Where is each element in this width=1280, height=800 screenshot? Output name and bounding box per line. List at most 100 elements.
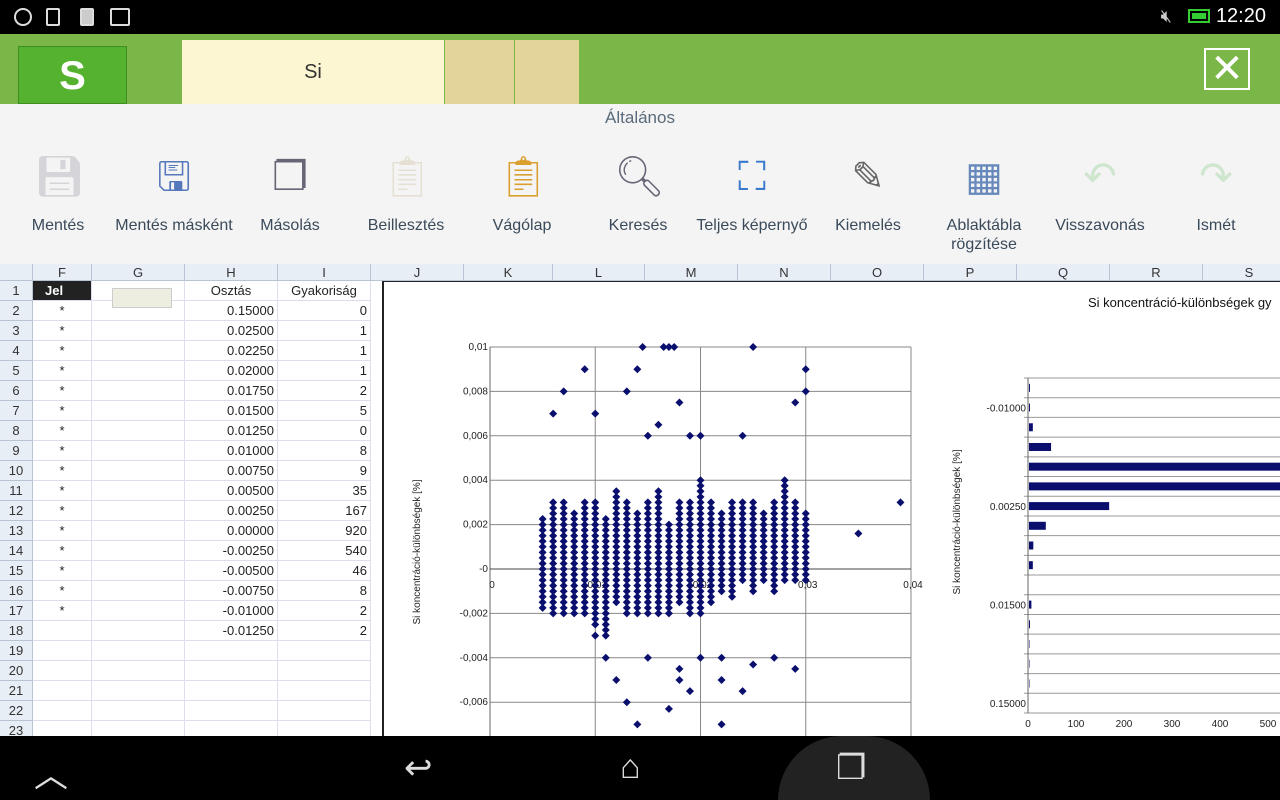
cell[interactable] [33,721,92,736]
cell-osztas[interactable]: -0.00750 [185,581,278,601]
app-logo-button[interactable]: S [18,46,127,104]
cell[interactable] [92,501,185,521]
cell-jel[interactable]: * [33,501,92,521]
cell-jel[interactable]: * [33,601,92,621]
cell-jel[interactable]: * [33,441,92,461]
cell[interactable] [92,521,185,541]
cell-osztas[interactable]: -0.00500 [185,561,278,581]
cell[interactable] [185,681,278,701]
cell-gyakorisag[interactable]: 5 [278,401,371,421]
column-header-O[interactable]: O [831,264,924,281]
column-header-P[interactable]: P [924,264,1017,281]
cell[interactable] [92,541,185,561]
cell-gyakorisag[interactable]: 1 [278,361,371,381]
cell[interactable] [92,381,185,401]
row-header-22[interactable]: 22 [0,701,33,721]
up-icon[interactable]: ︿ [34,757,68,795]
cell[interactable] [33,701,92,721]
cell[interactable] [92,721,185,736]
cell[interactable] [185,641,278,661]
cell[interactable] [92,561,185,581]
row-header-7[interactable]: 7 [0,401,33,421]
cell-gyakorisag[interactable]: 35 [278,481,371,501]
column-header-N[interactable]: N [738,264,831,281]
recents-icon[interactable]: ❐ [836,749,867,787]
cell[interactable] [92,681,185,701]
sheet-tab-si[interactable]: Si [182,40,444,104]
cell-gyakorisag[interactable]: 0 [278,421,371,441]
row-header-14[interactable]: 14 [0,541,33,561]
cell-jel[interactable]: * [33,521,92,541]
column-header-J[interactable]: J [371,264,464,281]
cell-F1-header[interactable]: Jel [33,281,92,301]
cell[interactable] [92,361,185,381]
row-header-1[interactable]: 1 [0,281,33,301]
close-button[interactable]: ✕ [1204,48,1250,90]
cell-jel[interactable]: * [33,561,92,581]
home-icon[interactable]: ⌂ [620,748,641,786]
cell[interactable] [92,601,185,621]
row-header-12[interactable]: 12 [0,501,33,521]
cell-gyakorisag[interactable]: 2 [278,381,371,401]
cell[interactable] [185,721,278,736]
cell[interactable] [185,661,278,681]
row-header-20[interactable]: 20 [0,661,33,681]
cell-gyakorisag[interactable]: 0 [278,301,371,321]
tool-search[interactable]: 🔍︎ Keresés [578,152,698,235]
cell-jel[interactable]: * [33,301,92,321]
cell[interactable] [33,661,92,681]
cell-osztas[interactable]: -0.01250 [185,621,278,641]
cell[interactable] [92,641,185,661]
cell-gyakorisag[interactable]: 46 [278,561,371,581]
cell-gyakorisag[interactable]: 8 [278,441,371,461]
column-header-L[interactable]: L [553,264,645,281]
column-header-F[interactable]: F [33,264,92,281]
cell[interactable] [185,701,278,721]
cell-jel[interactable]: * [33,481,92,501]
cell-gyakorisag[interactable]: 9 [278,461,371,481]
row-header-9[interactable]: 9 [0,441,33,461]
cell-osztas[interactable]: 0.01500 [185,401,278,421]
cell-osztas[interactable]: 0.00500 [185,481,278,501]
tool-freeze-panes[interactable]: ▦ Ablaktábla rögzítése [924,152,1044,254]
cell-osztas[interactable]: 0.00750 [185,461,278,481]
row-header-16[interactable]: 16 [0,581,33,601]
cell[interactable] [92,481,185,501]
cell-jel[interactable]: * [33,421,92,441]
row-header-10[interactable]: 10 [0,461,33,481]
column-header-M[interactable]: M [645,264,738,281]
tool-paste[interactable]: 📋︎ Beillesztés [346,152,466,235]
row-header-15[interactable]: 15 [0,561,33,581]
cell-osztas[interactable]: 0.02250 [185,341,278,361]
row-header-18[interactable]: 18 [0,621,33,641]
cell[interactable] [92,321,185,341]
row-header-4[interactable]: 4 [0,341,33,361]
chart-area[interactable]: 0,01 0,008 0,006 0,004 0,002 -0 -0,002 -0,004 -0… [382,281,1280,736]
row-header-19[interactable]: 19 [0,641,33,661]
column-header-Q[interactable]: Q [1017,264,1110,281]
cell-jel[interactable]: * [33,401,92,421]
cell[interactable] [278,661,371,681]
cell[interactable] [92,341,185,361]
tool-redo[interactable]: ↷ Ismét [1156,152,1276,235]
cell-jel[interactable]: * [33,541,92,561]
cell-G1-button[interactable] [112,288,172,308]
cell-jel[interactable]: * [33,341,92,361]
back-icon[interactable]: ↩ [404,749,433,787]
row-header-8[interactable]: 8 [0,421,33,441]
cell[interactable] [92,461,185,481]
cell[interactable] [92,661,185,681]
cell-osztas[interactable]: 0.15000 [185,301,278,321]
cell-jel[interactable]: * [33,381,92,401]
cell[interactable] [278,701,371,721]
cell-gyakorisag[interactable]: 1 [278,321,371,341]
cell[interactable] [92,301,185,321]
cell-osztas[interactable]: 0.00000 [185,521,278,541]
cell[interactable] [92,581,185,601]
row-header-2[interactable]: 2 [0,301,33,321]
cell[interactable] [33,641,92,661]
cell-gyakorisag[interactable]: 540 [278,541,371,561]
sheet-tab-2[interactable] [445,40,514,104]
column-header-K[interactable]: K [464,264,553,281]
cell-osztas[interactable]: -0.01000 [185,601,278,621]
